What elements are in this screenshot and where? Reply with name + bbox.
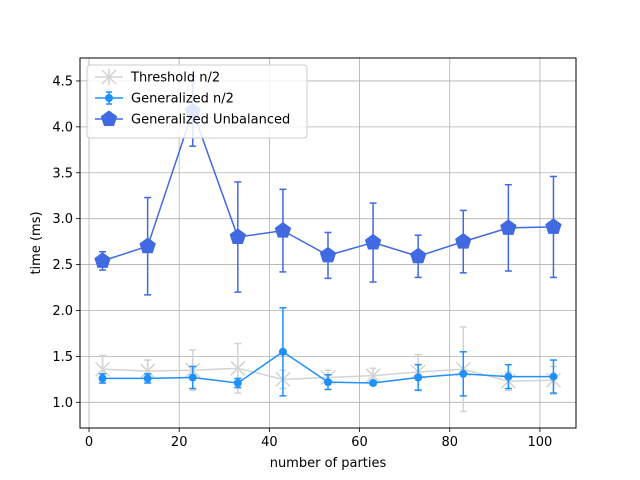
legend-label: Generalized n/2	[131, 92, 234, 107]
series-1	[98, 306, 558, 397]
y-tick-label: 2.5	[52, 258, 73, 273]
plot-frame	[79, 57, 577, 429]
data-point	[455, 233, 472, 249]
data-point	[319, 246, 337, 263]
legend-label: Threshold n/2	[130, 71, 220, 86]
y-tick-label: 1.0	[52, 396, 73, 411]
x-tick-label: 60	[351, 435, 368, 450]
legend-item: Generalized Unbalanced	[95, 110, 290, 128]
y-tick-label: 4.5	[52, 74, 73, 89]
data-point	[233, 379, 242, 388]
data-point	[504, 372, 513, 381]
data-point	[364, 233, 382, 250]
data-point	[278, 347, 287, 356]
y-tick-label: 4.0	[52, 120, 73, 135]
data-point	[274, 221, 292, 238]
x-tick-label: 100	[528, 435, 553, 450]
data-point	[409, 247, 427, 264]
legend: Threshold n/2 Generalized n/2 Generalized …	[86, 64, 308, 139]
legend-box	[86, 64, 308, 139]
legend-marker	[105, 94, 113, 102]
legend-marker	[101, 68, 117, 86]
data-point	[549, 372, 558, 381]
data-point	[229, 228, 247, 244]
data-point	[139, 237, 156, 254]
x-tick-label: 80	[441, 435, 458, 450]
data-point	[98, 374, 107, 383]
x-axis-label: number of parties	[270, 456, 387, 471]
legend-item: Generalized n/2	[95, 91, 234, 107]
x-tick-label: 0	[85, 435, 93, 450]
legend-label: Generalized Unbalanced	[131, 113, 290, 128]
y-tick-label: 3.5	[52, 166, 73, 181]
ticks: 0 20 40 60 80 100 1.0 1.5 2.0 2.5 3.0 3.5 4.0 4.5	[52, 74, 552, 450]
data-point	[500, 219, 517, 235]
y-tick-label: 1.5	[52, 350, 73, 365]
data-point	[414, 373, 423, 382]
data-point	[188, 373, 197, 382]
data-point	[545, 218, 562, 234]
data-point	[143, 374, 152, 383]
y-tick-label: 3.0	[52, 212, 73, 227]
legend-marker	[100, 110, 118, 126]
x-tick-label: 40	[261, 435, 278, 450]
y-tick-label: 2.0	[52, 304, 73, 319]
x-tick-label: 20	[171, 435, 188, 450]
y-axis-label: time (ms)	[29, 211, 44, 274]
legend-item: Threshold n/2	[95, 68, 220, 86]
data-point	[230, 359, 246, 377]
data-point	[459, 369, 468, 378]
data-point	[324, 378, 332, 387]
data-point	[94, 252, 111, 268]
data-point	[369, 379, 378, 388]
